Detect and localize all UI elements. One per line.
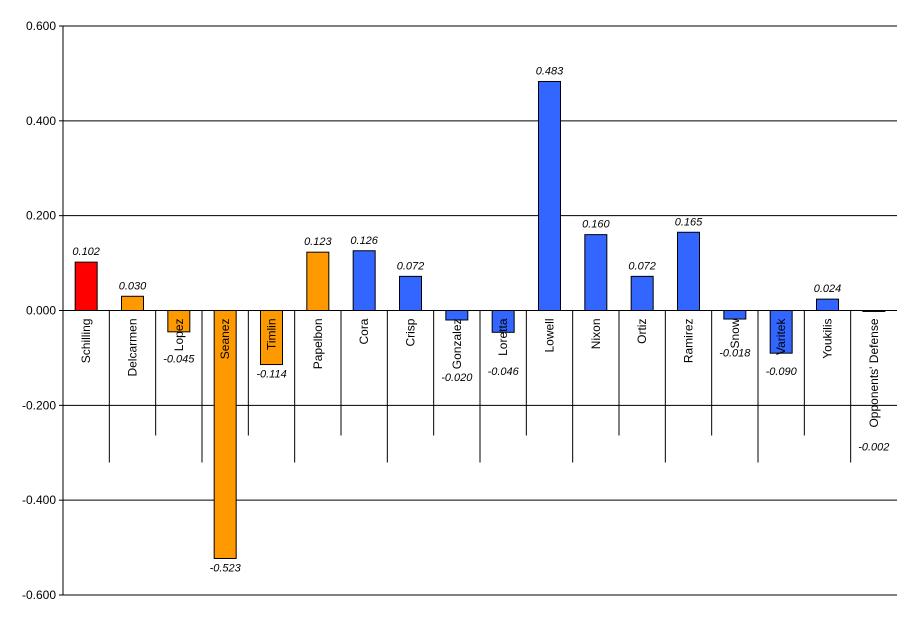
category-separators — [108, 310, 852, 463]
bar-snow — [723, 310, 747, 320]
data-label: -0.046 — [488, 366, 520, 378]
category-label: Varitek — [774, 318, 788, 355]
category-label: Lowell — [543, 319, 557, 353]
data-label: 0.160 — [582, 219, 610, 231]
category-label: Lopez — [172, 319, 186, 352]
data-label: 0.483 — [536, 65, 564, 77]
bar-gonzalez — [445, 310, 469, 321]
category-label: Ramirez — [682, 319, 696, 364]
data-label: -0.523 — [210, 562, 242, 574]
bar-lopez — [167, 310, 191, 333]
data-labels: 0.102 0.030 -0.045 -0.523 -0.114 0.123 0.126 0.… — [72, 65, 889, 574]
y-tick-label: -0.600 — [22, 588, 56, 602]
bar-loretta — [491, 310, 515, 333]
category-label: Seanez — [218, 319, 232, 360]
y-tick-label: 0.000 — [26, 304, 56, 318]
y-axis: 0.600 0.400 0.200 0.000 -0.200 -0.400 -0.600 — [22, 19, 64, 602]
data-label: 0.102 — [72, 246, 100, 258]
bar-delcarmen — [121, 295, 144, 311]
category-label: Crisp — [404, 318, 418, 346]
bar-nixon — [584, 234, 608, 311]
bar-timlin — [260, 310, 283, 366]
data-label: 0.072 — [397, 260, 425, 272]
category-label: Cora — [357, 318, 371, 344]
bar-opponents-defense — [862, 310, 886, 312]
bar-ramirez — [677, 231, 700, 311]
y-tick-label: 0.400 — [26, 114, 56, 128]
category-label: Youkilis — [821, 319, 835, 359]
category-label: Nixon — [589, 319, 603, 350]
category-label: Delcarmen — [126, 319, 140, 377]
data-label: 0.165 — [675, 216, 703, 228]
data-label: 0.072 — [628, 260, 656, 272]
data-label: 0.024 — [814, 283, 842, 295]
bar-lowell — [538, 80, 561, 312]
category-label: Papelbon — [311, 319, 325, 370]
bar-schilling — [74, 261, 98, 312]
category-label: Opponents' Defense — [867, 318, 881, 427]
category-label: Schilling — [79, 319, 93, 364]
data-label: -0.020 — [441, 372, 473, 384]
data-label: -0.018 — [719, 347, 751, 359]
bar-cora — [352, 250, 376, 312]
bar-youkilis — [816, 298, 839, 311]
data-label: -0.045 — [163, 354, 195, 366]
category-label: Timlin — [265, 319, 279, 351]
bar-seanez — [213, 310, 237, 559]
y-tick-label: 0.200 — [26, 209, 56, 223]
bar-crisp — [399, 275, 422, 311]
data-label: 0.123 — [304, 236, 332, 248]
bar-varitek — [769, 310, 793, 354]
data-label: -0.114 — [256, 369, 286, 381]
category-label: Gonzalez — [450, 319, 464, 370]
bar-papelbon — [306, 251, 330, 312]
data-label: 0.126 — [350, 235, 378, 247]
bar-ortiz — [630, 275, 654, 311]
y-tick-label: -0.200 — [22, 398, 56, 412]
data-label: -0.002 — [858, 442, 889, 454]
category-label: Ortiz — [635, 319, 649, 344]
category-label: Loretta — [496, 318, 510, 356]
category-labels: Schilling Delcarmen Lopez Seanez Timlin Papel… — [79, 318, 881, 428]
data-label: -0.090 — [766, 366, 798, 378]
category-label: Snow — [728, 318, 742, 348]
bars — [74, 80, 886, 559]
y-tick-label: 0.600 — [26, 19, 56, 33]
data-label: 0.030 — [119, 280, 147, 292]
y-tick-label: -0.400 — [22, 493, 56, 507]
